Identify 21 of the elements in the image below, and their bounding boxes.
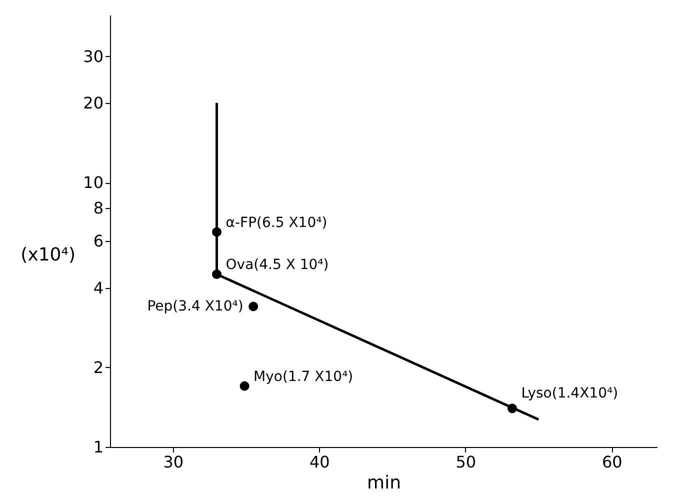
y-tick-label: 4 [93,278,104,298]
x-tick-label: 50 [456,452,476,472]
x-tick-label: 40 [309,452,330,472]
x-tick-label: 60 [602,452,622,472]
y-tick-label: 1 [93,438,104,456]
y-axis-title: (x10⁴) [20,244,76,266]
y-tick-label: 10 [83,173,104,192]
y-tick-label: 2 [93,358,104,377]
x-axis-title: min [367,472,401,494]
y-tick-label: 8 [93,198,104,218]
annotation: Lyso(1.4X10⁴) [521,385,618,402]
y-tick-label: 30 [83,46,104,66]
annotation: Myo(1.7 X10⁴) [254,369,354,386]
point [240,381,250,391]
y-tick-label: 6 [93,232,104,251]
x-tick-label: 30 [163,452,184,472]
annotation: Ova(4.5 X 10⁴) [226,257,329,274]
annotation: α-FP(6.5 X10⁴) [226,215,328,232]
y-tick-label: 20 [83,93,104,112]
annotation: Pep(3.4 X10⁴) [147,298,244,314]
point [248,302,258,312]
